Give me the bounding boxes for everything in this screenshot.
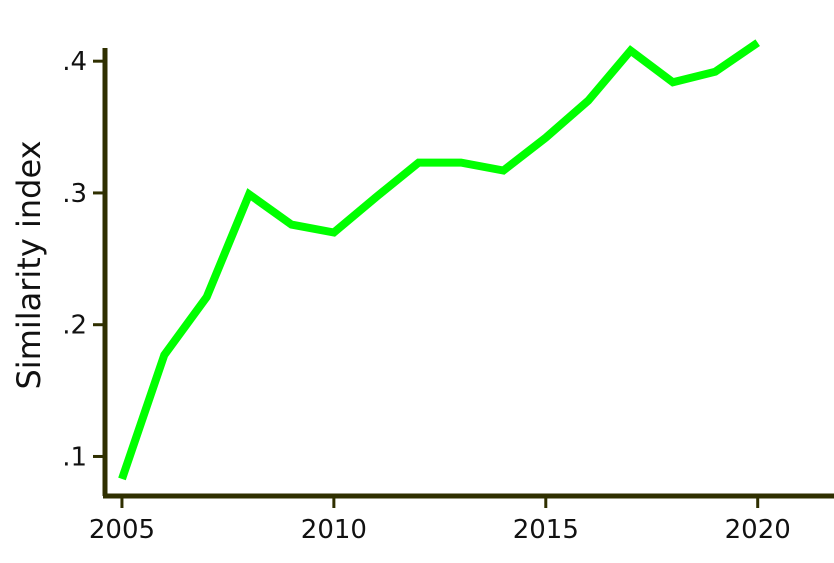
y-tick-label: .4 [62,47,87,77]
x-tick-label: 2015 [513,515,579,545]
y-tick-label: .2 [62,311,87,341]
y-axis-title: Similarity index [10,140,48,389]
series-line [118,39,760,481]
x-tick-label: 2020 [725,515,791,545]
x-tick-label: 2010 [301,515,367,545]
y-axis: .1 .2 .3 .4 [62,47,108,496]
y-tick-label: .1 [62,442,87,472]
series-area [118,39,760,481]
y-tick-label: .3 [62,179,87,209]
x-axis: 2005 2010 2015 2020 [89,493,834,545]
x-tick-label: 2005 [89,515,155,545]
